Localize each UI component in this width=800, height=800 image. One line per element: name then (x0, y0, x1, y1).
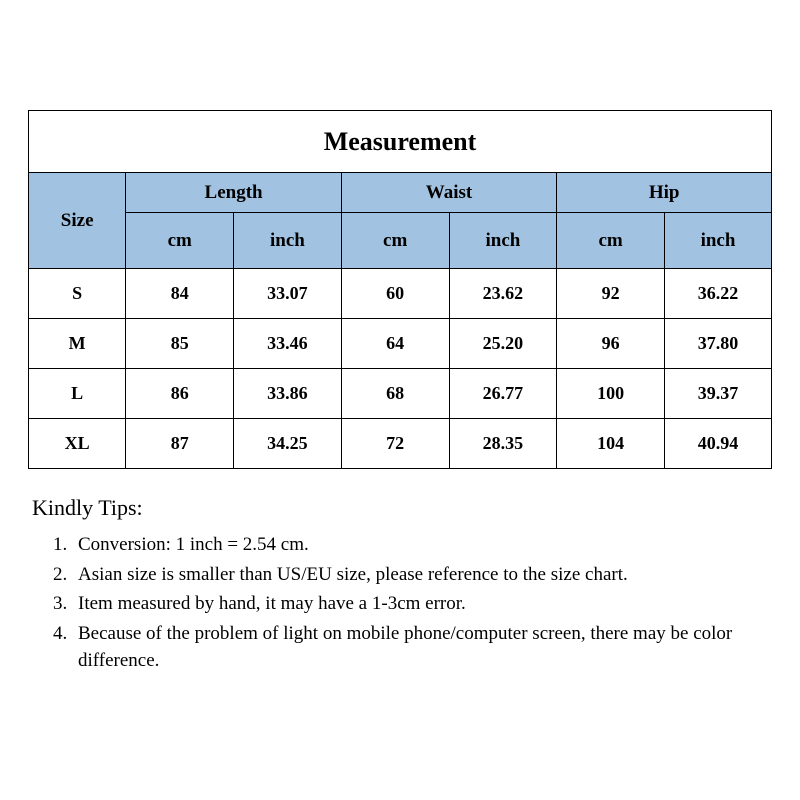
cell-value: 68 (341, 369, 449, 419)
cell-value: 39.37 (665, 369, 772, 419)
tips-item: Item measured by hand, it may have a 1-3… (72, 590, 768, 618)
col-group-hip: Hip (557, 173, 772, 213)
table-row: M8533.466425.209637.80 (29, 319, 772, 369)
cell-value: 104 (557, 419, 665, 469)
cell-value: 96 (557, 319, 665, 369)
cell-value: 23.62 (449, 269, 557, 319)
cell-value: 33.46 (234, 319, 342, 369)
tips-item: Because of the problem of light on mobil… (72, 620, 768, 675)
tips-section: Kindly Tips: Conversion: 1 inch = 2.54 c… (28, 495, 772, 675)
col-unit-cm: cm (126, 213, 234, 269)
cell-value: 37.80 (665, 319, 772, 369)
tips-item: Conversion: 1 inch = 2.54 cm. (72, 531, 768, 559)
col-group-waist: Waist (341, 173, 556, 213)
cell-size: S (29, 269, 126, 319)
cell-value: 100 (557, 369, 665, 419)
tips-item: Asian size is smaller than US/EU size, p… (72, 561, 768, 589)
col-size: Size (29, 173, 126, 269)
cell-value: 87 (126, 419, 234, 469)
col-unit-cm: cm (341, 213, 449, 269)
col-unit-cm: cm (557, 213, 665, 269)
cell-value: 33.07 (234, 269, 342, 319)
tips-title: Kindly Tips: (32, 495, 768, 521)
col-unit-inch: inch (665, 213, 772, 269)
table-title: Measurement (29, 111, 772, 173)
cell-value: 64 (341, 319, 449, 369)
table-row: S8433.076023.629236.22 (29, 269, 772, 319)
table-row: XL8734.257228.3510440.94 (29, 419, 772, 469)
cell-value: 84 (126, 269, 234, 319)
col-unit-inch: inch (234, 213, 342, 269)
cell-value: 86 (126, 369, 234, 419)
cell-value: 25.20 (449, 319, 557, 369)
cell-value: 33.86 (234, 369, 342, 419)
tips-list: Conversion: 1 inch = 2.54 cm.Asian size … (32, 531, 768, 675)
cell-size: M (29, 319, 126, 369)
cell-value: 85 (126, 319, 234, 369)
cell-size: L (29, 369, 126, 419)
col-unit-inch: inch (449, 213, 557, 269)
table-row: L8633.866826.7710039.37 (29, 369, 772, 419)
cell-value: 92 (557, 269, 665, 319)
cell-value: 36.22 (665, 269, 772, 319)
cell-value: 26.77 (449, 369, 557, 419)
col-group-length: Length (126, 173, 341, 213)
cell-value: 60 (341, 269, 449, 319)
cell-value: 40.94 (665, 419, 772, 469)
cell-value: 72 (341, 419, 449, 469)
cell-value: 28.35 (449, 419, 557, 469)
cell-size: XL (29, 419, 126, 469)
measurement-table: Measurement SizeLengthWaistHip cminchcmi… (28, 110, 772, 469)
cell-value: 34.25 (234, 419, 342, 469)
